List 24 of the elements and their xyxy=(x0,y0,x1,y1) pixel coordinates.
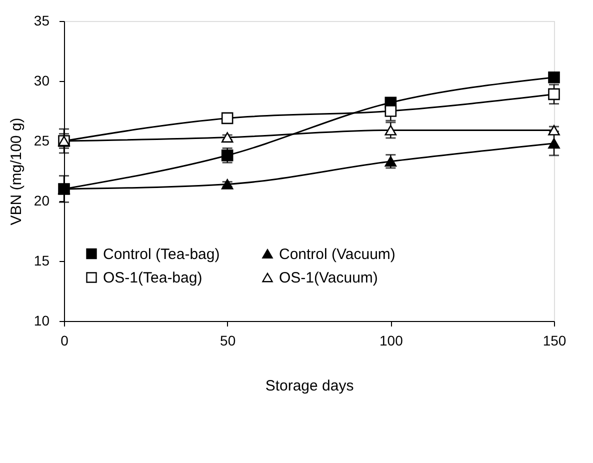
point xyxy=(548,138,560,149)
legend-label: OS-1(Vacuum) xyxy=(279,270,378,286)
point xyxy=(548,125,560,136)
x-tick-label: 0 xyxy=(60,332,69,348)
legend-label: Control (Tea-bag) xyxy=(103,246,220,263)
y-tick-label: 10 xyxy=(34,312,50,328)
x-tick-label: 100 xyxy=(379,332,404,348)
point xyxy=(548,72,560,84)
y-tick-label: 15 xyxy=(34,252,50,268)
x-axis-title: Storage days xyxy=(265,378,354,394)
y-tick-label: 30 xyxy=(34,72,50,88)
legend-label: Control (Vacuum) xyxy=(279,246,396,263)
x-tick-label: 150 xyxy=(542,332,566,348)
point xyxy=(384,125,397,136)
y-axis-title: VBN (mg/100 g) xyxy=(8,118,25,226)
point xyxy=(548,88,560,100)
x-tick-label: 50 xyxy=(220,332,236,348)
legend-label: OS-1(Tea-bag) xyxy=(103,270,202,286)
y-tick-label: 35 xyxy=(34,12,50,28)
point xyxy=(384,105,397,117)
y-tick-label: 25 xyxy=(34,132,50,148)
point xyxy=(221,112,234,124)
y-tick-label: 20 xyxy=(34,192,50,208)
point xyxy=(221,150,234,162)
